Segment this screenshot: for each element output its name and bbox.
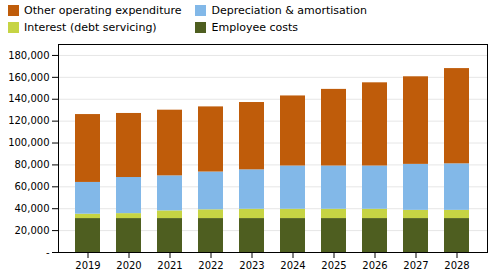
svg-text:80,000: 80,000	[15, 159, 50, 170]
svg-text:140,000: 140,000	[8, 93, 49, 104]
svg-text:100,000: 100,000	[8, 137, 49, 148]
svg-text:60,000: 60,000	[15, 181, 50, 192]
html-text:Other operating expenditure: Other operating expenditure	[24, 4, 182, 17]
html-text:Depreciation & amortisation: Depreciation & amortisation	[211, 4, 367, 17]
svg-text:40,000: 40,000	[15, 203, 50, 214]
svg-text:2024: 2024	[280, 260, 305, 271]
html-text:Employee costs: Employee costs	[211, 21, 298, 34]
svg-text:20,000: 20,000	[15, 225, 50, 236]
svg-text:-: -	[46, 247, 50, 258]
svg-text:2026: 2026	[362, 260, 387, 271]
svg-text:160,000: 160,000	[8, 72, 49, 83]
svg-text:2022: 2022	[198, 260, 223, 271]
svg-text:2027: 2027	[403, 260, 428, 271]
svg-text:2020: 2020	[116, 260, 141, 271]
svg-text:2028: 2028	[444, 260, 469, 271]
svg-text:2021: 2021	[157, 260, 182, 271]
svg-text:2025: 2025	[321, 260, 346, 271]
html-text:Interest (debt servicing): Interest (debt servicing)	[24, 21, 157, 34]
svg-text:120,000: 120,000	[8, 115, 49, 126]
svg-text:180,000: 180,000	[8, 50, 49, 61]
svg-text:2019: 2019	[75, 260, 100, 271]
svg-text:2023: 2023	[239, 260, 264, 271]
